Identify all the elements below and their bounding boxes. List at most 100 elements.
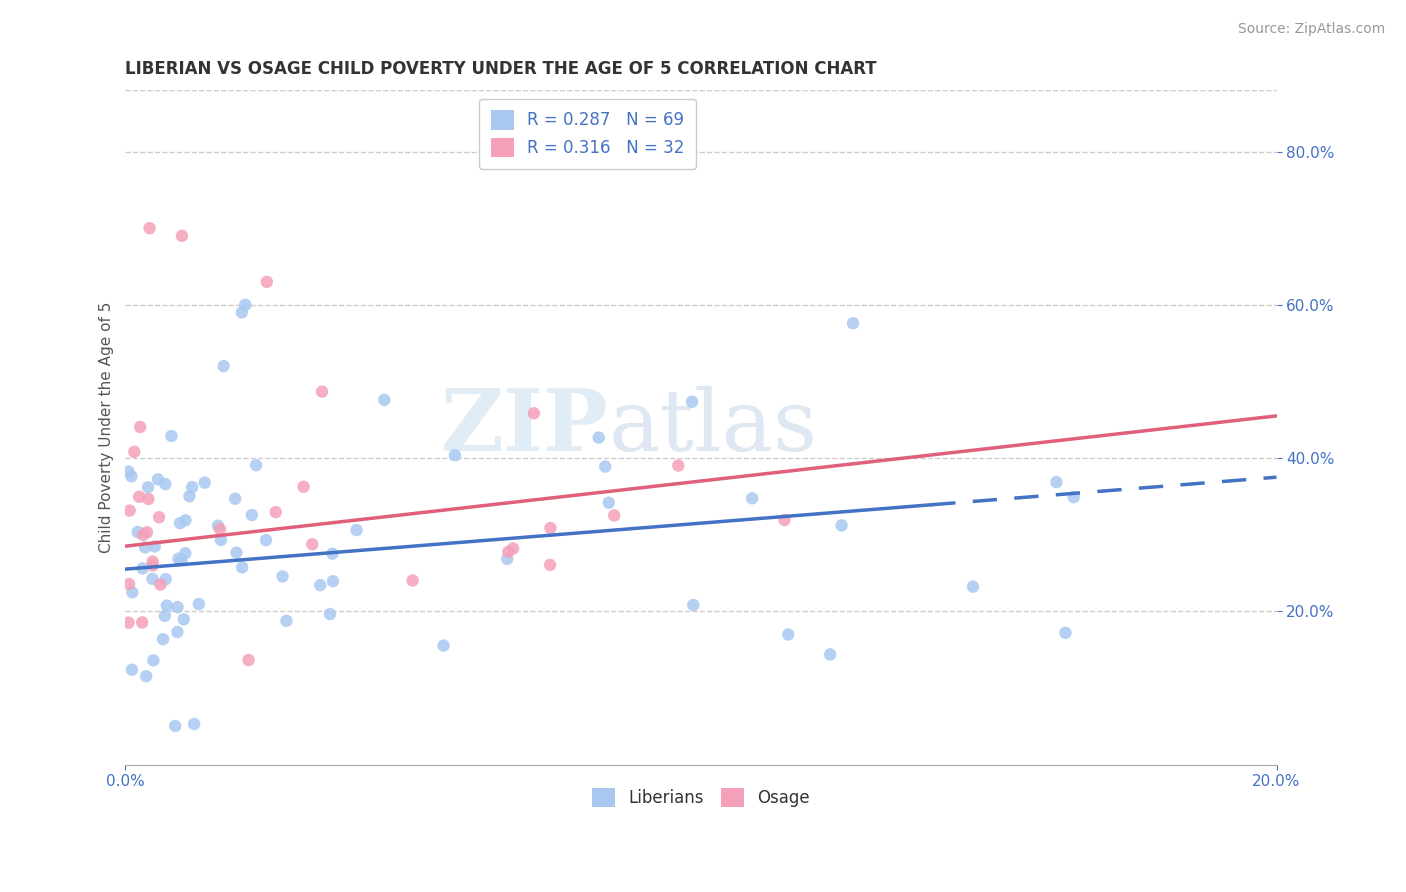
Point [134, 541, 156, 555]
Point [254, 533, 277, 548]
Point [121, 663, 143, 677]
Point [142, 558, 165, 573]
Point [166, 600, 188, 615]
Point [155, 477, 177, 491]
Point [276, 614, 298, 628]
Point [179, 489, 201, 503]
Point [153, 608, 176, 623]
Point [169, 516, 191, 530]
Point [245, 458, 267, 473]
Point [523, 406, 546, 420]
Text: LIBERIAN VS OSAGE CHILD POVERTY UNDER THE AGE OF 5 CORRELATION CHART: LIBERIAN VS OSAGE CHILD POVERTY UNDER TH… [125, 60, 877, 78]
Legend: Liberians, Osage: Liberians, Osage [585, 780, 817, 814]
Point [117, 615, 139, 630]
Point [183, 717, 205, 731]
Point [666, 458, 689, 473]
Point [156, 599, 179, 613]
Point [160, 429, 183, 443]
Point [209, 533, 232, 547]
Point [209, 522, 232, 536]
Point [322, 574, 344, 589]
Point [444, 448, 467, 462]
Point [152, 632, 174, 647]
Point [319, 607, 342, 621]
Point [962, 580, 984, 594]
Point [207, 518, 229, 533]
Point [212, 359, 235, 373]
Point [142, 653, 165, 667]
Point [842, 316, 865, 330]
Point [129, 420, 152, 434]
Point [502, 541, 524, 556]
Point [174, 513, 197, 527]
Point [346, 523, 368, 537]
Point [120, 469, 142, 483]
Point [231, 305, 253, 319]
Point [321, 547, 343, 561]
Point [181, 480, 204, 494]
Point [402, 574, 425, 588]
Point [593, 459, 616, 474]
Point [301, 537, 323, 551]
Point [681, 394, 703, 409]
Text: ZIP: ZIP [441, 385, 609, 469]
Point [127, 524, 149, 539]
Text: atlas: atlas [609, 386, 818, 469]
Point [432, 639, 454, 653]
Text: Source: ZipAtlas.com: Source: ZipAtlas.com [1237, 22, 1385, 37]
Point [224, 491, 246, 506]
Point [311, 384, 333, 399]
Point [118, 577, 141, 591]
Point [155, 572, 177, 586]
Point [121, 585, 143, 599]
Point [138, 491, 160, 506]
Point [231, 560, 253, 574]
Point [240, 508, 263, 522]
Point [138, 221, 160, 235]
Point [682, 598, 704, 612]
Point [1045, 475, 1067, 489]
Point [141, 572, 163, 586]
Point [309, 578, 332, 592]
Point [773, 513, 796, 527]
Point [124, 444, 146, 458]
Point [117, 465, 139, 479]
Point [170, 228, 193, 243]
Point [238, 653, 260, 667]
Point [136, 525, 159, 540]
Point [136, 480, 159, 494]
Point [146, 472, 169, 486]
Point [538, 521, 561, 535]
Point [256, 275, 278, 289]
Point [131, 561, 153, 575]
Point [128, 490, 150, 504]
Point [598, 496, 620, 510]
Point [143, 540, 166, 554]
Y-axis label: Child Poverty Under the Age of 5: Child Poverty Under the Age of 5 [100, 301, 114, 553]
Point [148, 510, 170, 524]
Point [174, 546, 197, 560]
Point [818, 648, 841, 662]
Point [149, 577, 172, 591]
Point [132, 528, 155, 542]
Point [167, 551, 190, 566]
Point [173, 612, 195, 626]
Point [1054, 625, 1077, 640]
Point [373, 392, 395, 407]
Point [194, 475, 217, 490]
Point [225, 546, 247, 560]
Point [135, 669, 157, 683]
Point [496, 545, 519, 559]
Point [271, 569, 294, 583]
Point [292, 480, 315, 494]
Point [233, 298, 256, 312]
Point [142, 555, 165, 569]
Point [1063, 490, 1085, 504]
Point [603, 508, 626, 523]
Point [165, 719, 187, 733]
Point [131, 615, 153, 630]
Point [166, 624, 188, 639]
Point [538, 558, 561, 572]
Point [187, 597, 209, 611]
Point [778, 627, 800, 641]
